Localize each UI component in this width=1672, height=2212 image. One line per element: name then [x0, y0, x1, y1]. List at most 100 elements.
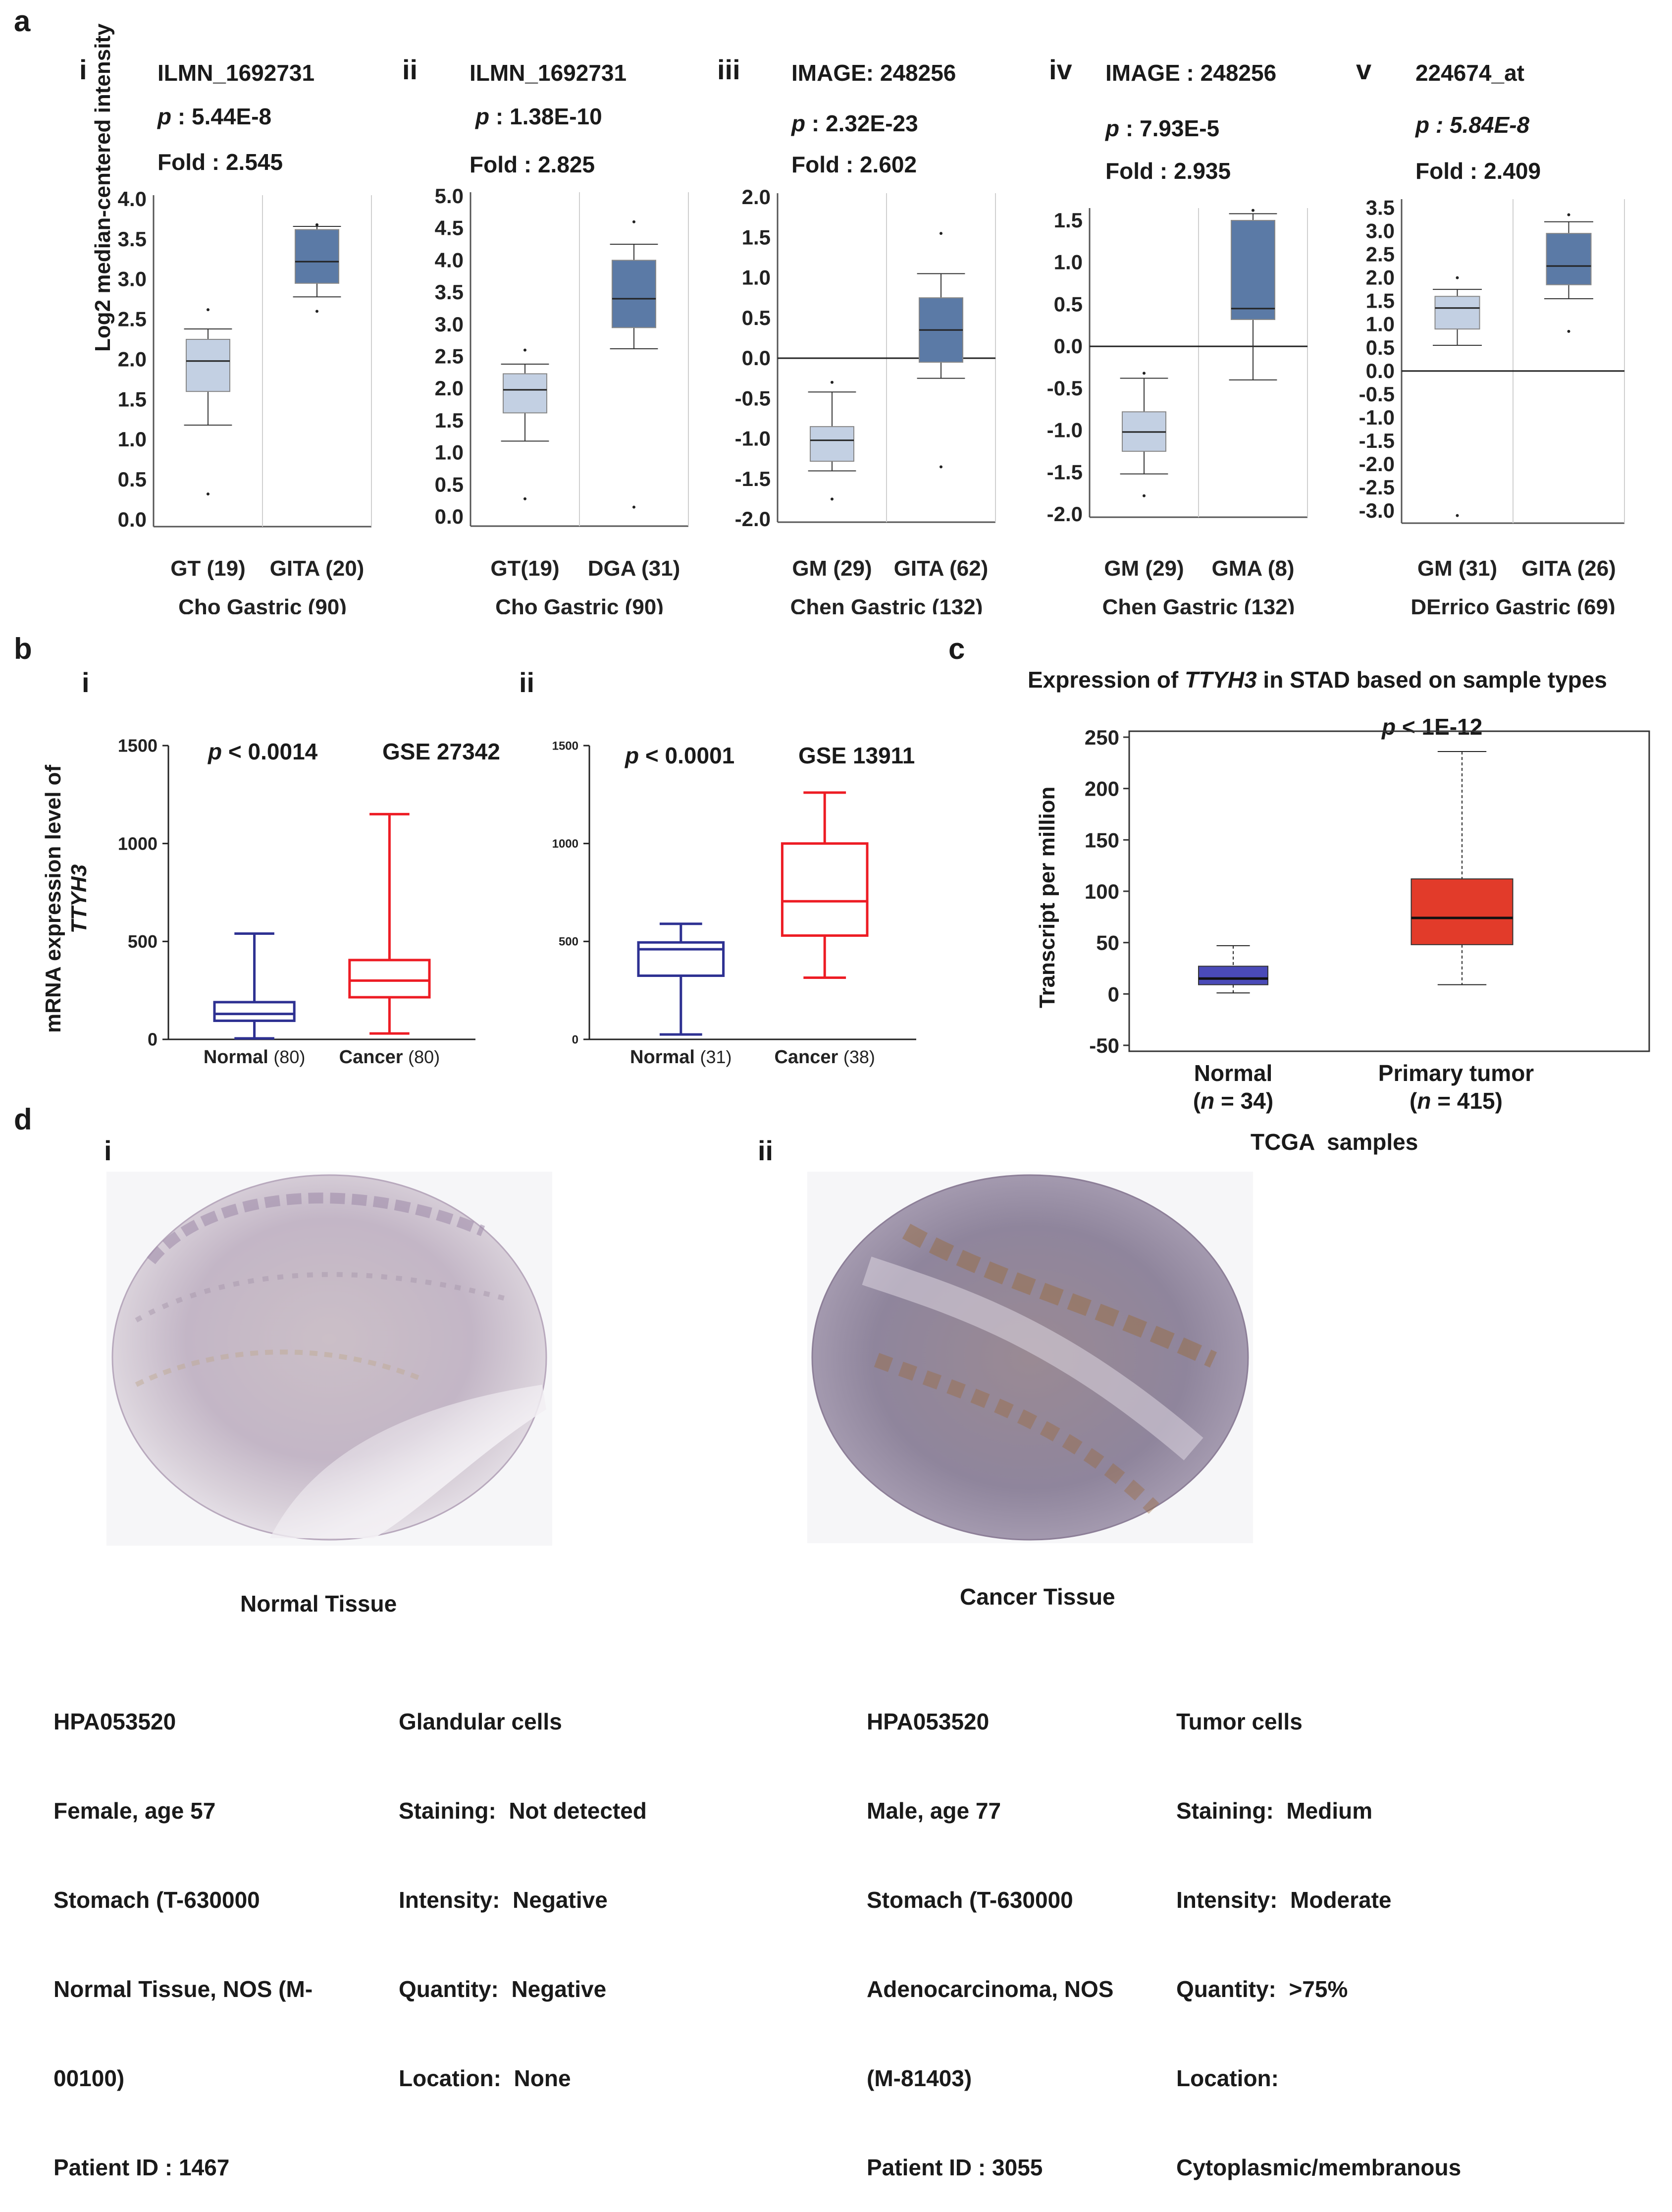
group-name: Normal	[1194, 1060, 1273, 1086]
p-value-label: p : 2.32E-23	[791, 110, 918, 136]
group-name: Primary tumor	[1378, 1060, 1534, 1086]
y-tick-label: 0.0	[435, 505, 464, 528]
cancer-tissue-core-graphic	[811, 1174, 1249, 1541]
y-tick-label: -1.0	[1047, 419, 1083, 442]
y-tick-label: 0	[148, 1029, 157, 1050]
panel-a-chart-i: 4.0 3.5 3.0 2.5 2.0 1.5 1.0 0.5 0.0 GT (19) GITA (…	[118, 188, 372, 614]
y-tick-label: 4.0	[118, 188, 147, 211]
y-tick-label: 200	[1085, 777, 1119, 801]
info-line: Female, age 57	[53, 1798, 216, 1824]
y-tick-label: 2.0	[742, 185, 771, 209]
y-tick-label: -2.0	[1359, 452, 1395, 476]
x-category-label: Cancer (38)	[774, 1047, 875, 1068]
info-line: Intensity: Moderate	[1176, 1887, 1392, 1913]
y-tick-label: 0.0	[1054, 334, 1083, 358]
y-tick-label: 0.5	[1054, 292, 1083, 316]
info-line: Staining: Medium	[1176, 1798, 1373, 1824]
y-tick-label: -1.0	[1359, 406, 1395, 429]
y-tick-label: 3.0	[118, 268, 147, 291]
outlier-point	[940, 465, 942, 469]
info-line: Quantity: >75%	[1176, 1976, 1348, 2002]
outlier-point	[632, 220, 635, 223]
roman-label: iv	[1049, 54, 1072, 85]
probe-label: IMAGE : 248256	[1105, 60, 1277, 86]
info-line: Location: None	[399, 2065, 571, 2091]
y-tick-label: 1.5	[1054, 209, 1083, 232]
panel-a-chart-ii: 5.0 4.5 4.0 3.5 3.0 2.5 2.0 1.5 1.0 0.5 0.0 GT(19) D…	[435, 184, 689, 614]
box-iqr	[503, 373, 547, 414]
y-tick-label: 3.5	[118, 227, 147, 251]
x-category-label: GMA (8)	[1211, 556, 1294, 581]
panel-a-chart-iii: 2.0 1.5 1.0 0.5 0.0 -0.5 -1.0 -1.5 -2.0 GM (29) GI…	[735, 185, 996, 614]
x-category-label: GM (29)	[1104, 556, 1184, 581]
outlier-point	[1456, 276, 1459, 279]
info-line: Male, age 77	[867, 1798, 1001, 1824]
normal-tissue-image	[106, 1172, 552, 1546]
cancer-info-left: HPA053520 Male, age 77 Stomach (T-630000…	[867, 1647, 1113, 2212]
y-tick-label: 250	[1085, 726, 1119, 749]
panel-c-pvalue: p < 1E-12	[1382, 714, 1483, 740]
info-line: Stomach (T-630000	[867, 1887, 1073, 1913]
y-tick-label: 2.0	[435, 377, 464, 400]
y-tick-label: 3.5	[1366, 196, 1395, 219]
y-tick-label: -0.5	[1047, 377, 1083, 400]
x-category-label: GT(19)	[490, 556, 559, 581]
panel-b-i-roman: i	[82, 667, 90, 698]
p-value-label: p : 7.93E-5	[1105, 115, 1220, 141]
plot-frame	[1128, 730, 1650, 1052]
y-tick-label: 2.0	[118, 347, 147, 371]
outlier-point	[1456, 514, 1459, 517]
x-category-label: Cancer (80)	[339, 1047, 440, 1068]
info-line: 00100)	[53, 2065, 125, 2091]
box-iqr	[213, 1001, 296, 1022]
y-tick-label: 0	[1108, 982, 1119, 1006]
panel-letter-a: a	[14, 4, 31, 38]
dataset-label: Chen Gastric (132)	[790, 595, 983, 614]
probe-label: ILMN_1692731	[470, 60, 627, 86]
panel-letter-d: d	[14, 1103, 32, 1136]
y-tick-label: 0.0	[1366, 359, 1395, 382]
roman-label: iii	[717, 54, 740, 85]
y-tick-label: -1.0	[735, 427, 771, 450]
x-category-label: GM (29)	[792, 556, 872, 581]
x-category-label: Normal (80)	[204, 1047, 306, 1068]
ylabel-gene: TTYH3	[67, 864, 91, 934]
y-tick-label: 1.5	[435, 409, 464, 432]
info-line: Location:	[1176, 2065, 1279, 2091]
outlier-point	[207, 308, 209, 312]
fold-label: Fold : 2.545	[157, 149, 283, 175]
fold-label: Fold : 2.935	[1105, 158, 1231, 184]
y-tick-label: 150	[1085, 828, 1119, 852]
y-tick-label: -1.5	[1359, 429, 1395, 452]
cancer-tissue-caption: Cancer Tissue	[960, 1584, 1115, 1610]
y-tick-label: -2.0	[1047, 502, 1083, 526]
cancer-tissue-image	[807, 1172, 1253, 1543]
box-iqr	[1434, 296, 1480, 330]
y-tick-label: 1.5	[118, 387, 147, 411]
y-tick-label: 5.0	[435, 184, 464, 208]
dataset-label: DErrico Gastric (69)	[1411, 595, 1615, 614]
normal-info-left: HPA053520 Female, age 57 Stomach (T-6300…	[53, 1647, 313, 2212]
info-line: Tumor cells	[1176, 1709, 1303, 1734]
outlier-point	[1143, 372, 1146, 375]
roman-label: ii	[402, 54, 418, 85]
outlier-point	[831, 380, 834, 384]
x-category-label: GM (31)	[1417, 556, 1497, 581]
probe-label: IMAGE: 248256	[791, 60, 956, 86]
y-tick-label: 500	[559, 935, 578, 949]
panel-c-ylabel: Transcript per million	[1035, 786, 1059, 1008]
fold-label: Fold : 2.825	[470, 152, 595, 177]
info-line: HPA053520	[867, 1709, 990, 1734]
panel-c-xlabel: TCGA samples	[1251, 1129, 1418, 1155]
fold-label: Fold : 2.409	[1415, 158, 1541, 184]
y-tick-label: 100	[1085, 880, 1119, 903]
box-iqr	[186, 339, 230, 392]
outlier-point	[940, 232, 942, 235]
outlier-point	[1252, 209, 1254, 212]
panel-b-ii-roman: ii	[519, 667, 535, 698]
info-line: Intensity: Negative	[399, 1887, 608, 1913]
info-line: Normal Tissue, NOS (M-	[53, 1976, 313, 2002]
box-iqr	[1231, 219, 1275, 320]
outlier-point	[523, 348, 526, 352]
y-tick-label: -3.0	[1359, 499, 1395, 522]
